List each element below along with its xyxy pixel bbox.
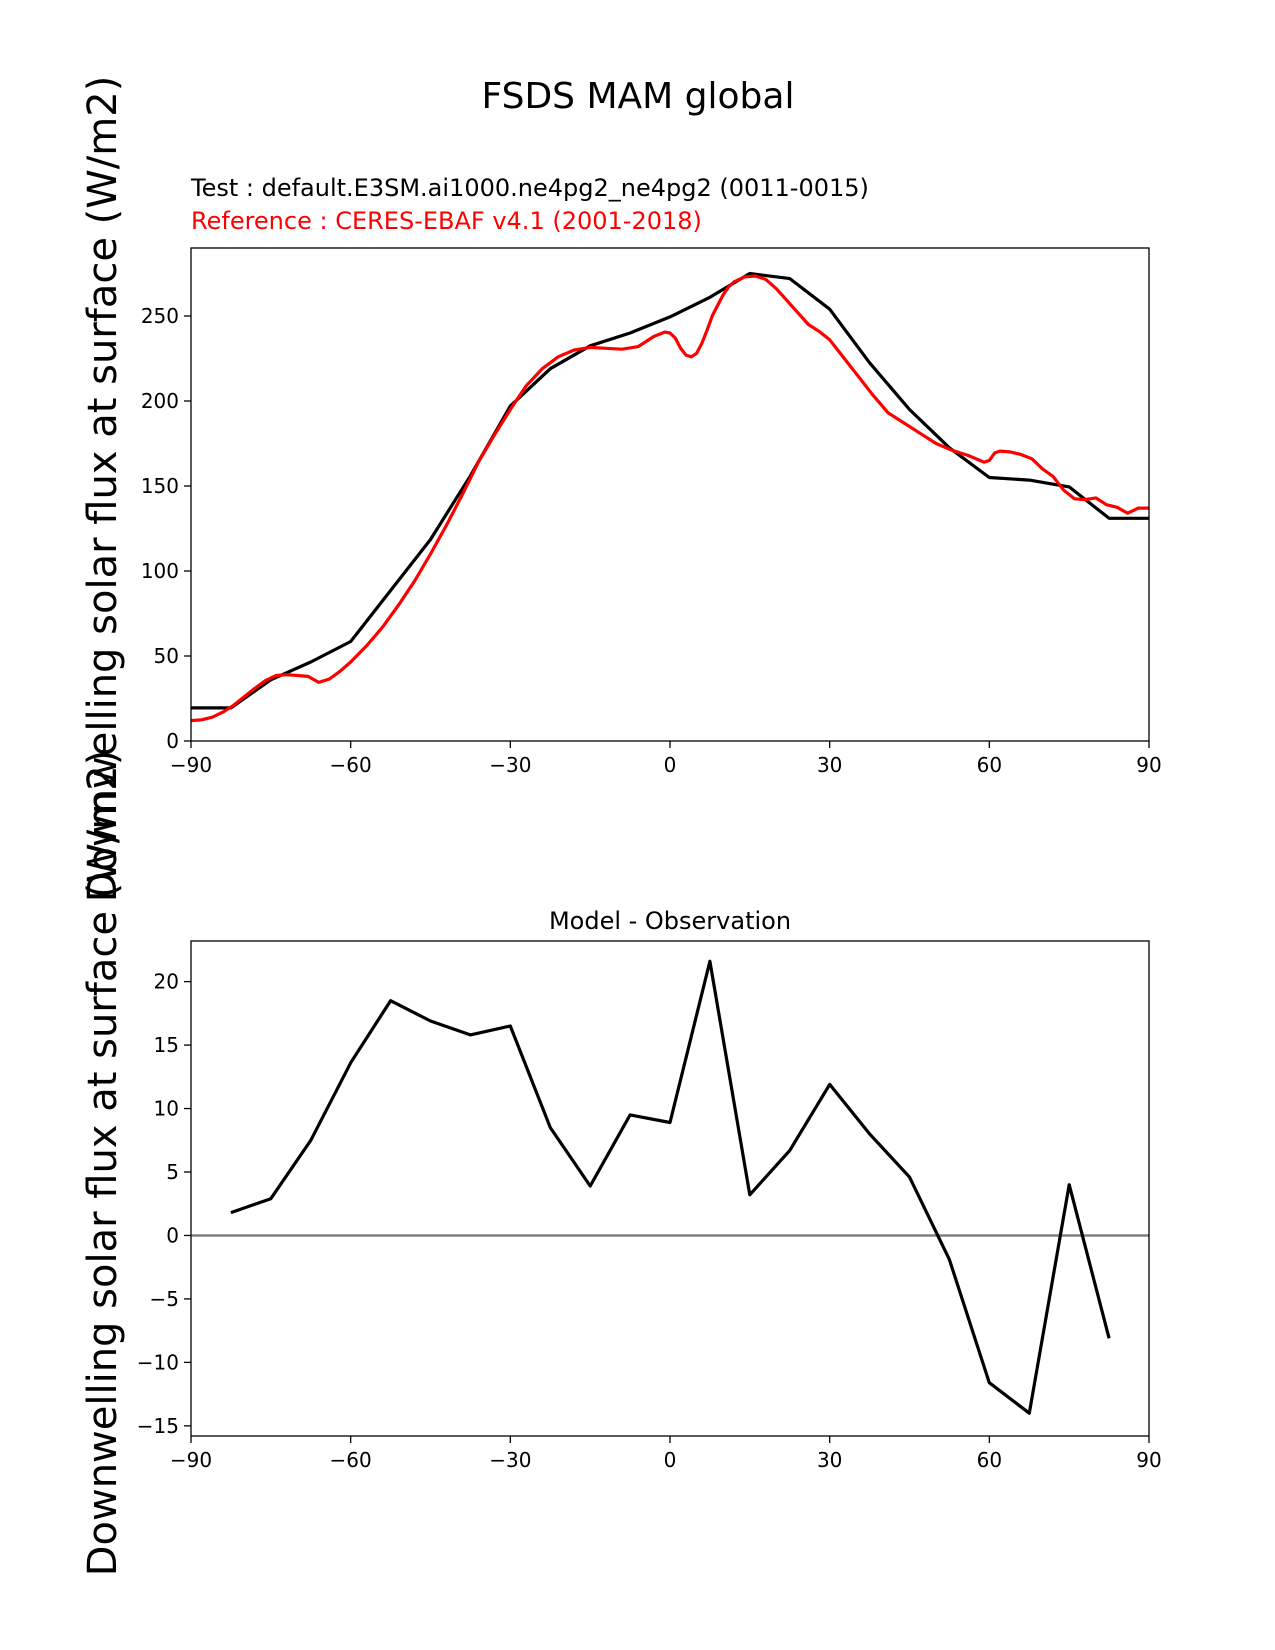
bottom-y-tick-label: −15 [137,1414,179,1438]
bottom-series-group [230,959,1111,1415]
top-y-tick-label: 100 [141,559,179,583]
top-y-axis: 0 50 100 150 200 250 [141,304,191,753]
bottom-y-tick-label: 10 [154,1097,179,1121]
bottom-series-line-0 [230,959,1111,1415]
top-series-group [190,271,1149,723]
top-x-tick-label: −30 [489,753,531,777]
top-x-tick-label: 0 [664,753,677,777]
top-y-tick-label: 0 [166,729,179,753]
bottom-x-tick-label: 0 [664,1448,677,1472]
top-x-axis: −90 −60 −30 0 30 60 90 [170,741,1162,777]
top-x-tick-label: −90 [170,753,212,777]
bottom-x-tick-label: 30 [817,1448,842,1472]
top-y-tick-label: 200 [141,389,179,413]
bottom-x-axis: −90 −60 −30 0 30 60 90 [170,1436,1162,1472]
bottom-y-tick-label: 20 [154,970,179,994]
bottom-y-tick-label: 5 [166,1160,179,1184]
bottom-x-tick-label: −60 [330,1448,372,1472]
bottom-panel-title: Model - Observation [549,907,791,935]
top-y-tick-label: 50 [154,644,179,668]
top-y-tick-label: 250 [141,304,179,328]
top-panel: Test : default.E3SM.ai1000.ne4pg2_ne4pg2… [141,174,1162,777]
top-x-tick-label: 30 [817,753,842,777]
bottom-x-tick-label: −90 [170,1448,212,1472]
test-title: Test : default.E3SM.ai1000.ne4pg2_ne4pg2… [190,174,869,202]
top-series-line-1 [190,274,1149,723]
bottom-y-tick-label: 15 [154,1033,179,1057]
bottom-x-tick-label: −30 [489,1448,531,1472]
figure-title: FSDS MAM global [482,76,795,117]
reference-title: Reference : CERES-EBAF v4.1 (2001-2018) [191,207,702,235]
bottom-panel: Model - Observation −90 −60 −30 0 30 60 90 −15… [137,907,1162,1472]
bottom-x-tick-label: 60 [977,1448,1002,1472]
bottom-y-tick-label: −10 [137,1350,179,1374]
top-x-tick-label: 90 [1136,753,1161,777]
bottom-y-tick-label: −5 [150,1287,179,1311]
top-y-tick-label: 150 [141,474,179,498]
bottom-panel-y-axis-label: Downwelling solar flux at surface (W/m2) [80,750,126,1577]
top-panel-y-axis-label: Downwelling solar flux at surface (W/m2) [80,76,126,903]
top-x-tick-label: 60 [977,753,1002,777]
top-series-line-0 [191,271,1149,710]
bottom-x-tick-label: 90 [1136,1448,1161,1472]
top-x-tick-label: −60 [330,753,372,777]
bottom-y-tick-label: 0 [166,1223,179,1247]
bottom-y-axis: −15 −10 −5 0 5 10 15 20 [137,970,191,1438]
